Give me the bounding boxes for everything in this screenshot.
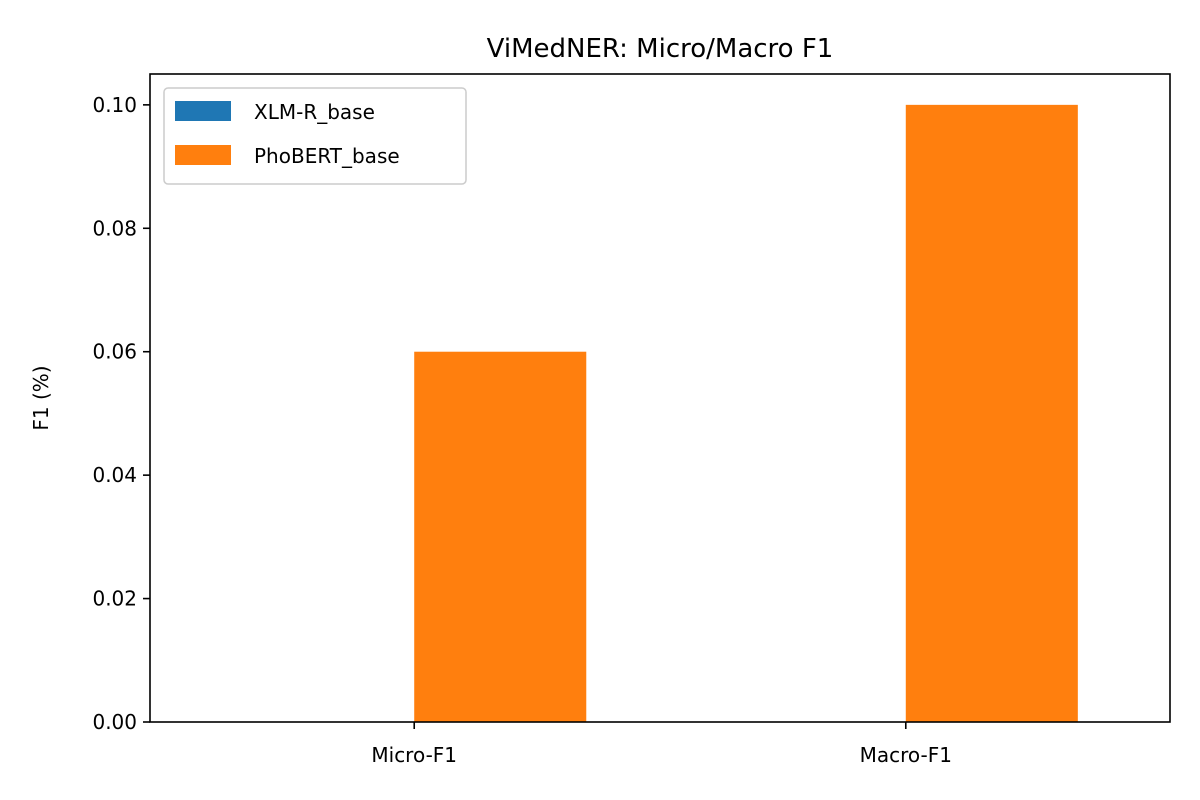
y-tick-label: 0.06	[92, 340, 137, 364]
x-ticks-group: Micro-F1 Macro-F1	[371, 722, 952, 767]
y-axis-label: F1 (%)	[29, 365, 53, 430]
legend-label: XLM-R_base	[254, 100, 375, 124]
x-tick-label: Macro-F1	[860, 743, 952, 767]
bars-group	[414, 104, 1078, 723]
legend-swatch-PhoBERT_base	[175, 145, 231, 165]
legend-items: XLM-R_base PhoBERT_base	[175, 100, 400, 168]
bar-PhoBERT_base-Macro-F1	[905, 104, 1078, 723]
x-tick-label: Micro-F1	[371, 743, 457, 767]
legend-box	[163, 87, 467, 185]
plot-frame	[149, 73, 1171, 723]
chart-title: ViMedNER: Micro/Macro F1	[487, 34, 834, 64]
y-tick-label: 0.00	[92, 710, 137, 734]
y-tick-label: 0.10	[92, 93, 137, 117]
legend-swatch-XLM-R_base	[175, 101, 231, 121]
y-tick-label: 0.02	[92, 587, 137, 611]
y-ticks-group: 0.00 0.02 0.04 0.06 0.08 0.10	[92, 93, 150, 734]
y-tick-label: 0.08	[92, 216, 137, 240]
legend-label: PhoBERT_base	[254, 144, 400, 168]
bar-PhoBERT_base-Micro-F1	[414, 351, 587, 722]
y-tick-label: 0.04	[92, 463, 137, 487]
legend: XLM-R_base PhoBERT_base	[163, 87, 467, 185]
